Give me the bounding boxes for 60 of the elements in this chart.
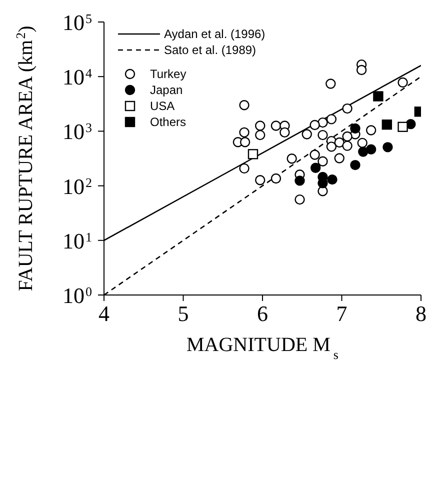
y-tick-label: 10$^{5}$ [62, 10, 92, 35]
legend-label: Sato et al. (1989) [164, 42, 256, 58]
point [366, 144, 376, 154]
point [366, 125, 376, 136]
point [302, 129, 312, 140]
point [326, 78, 336, 89]
point [239, 163, 250, 174]
x-tick-label: 7 [336, 301, 348, 326]
legend-label: Japan [150, 82, 183, 98]
point [398, 122, 408, 132]
point [373, 91, 384, 102]
point [248, 149, 258, 160]
point [382, 142, 393, 152]
point [294, 194, 305, 205]
point [334, 153, 344, 164]
point [255, 120, 266, 131]
point [350, 123, 360, 134]
x-tick-label: 6 [257, 301, 268, 326]
y-tick-label: 10$^{2}$ [62, 174, 92, 199]
point [350, 160, 360, 170]
point [280, 127, 290, 138]
point [286, 153, 297, 164]
point [310, 150, 320, 160]
point [318, 156, 328, 166]
point [342, 140, 352, 151]
point [255, 130, 266, 140]
x-tick-label: 8 [416, 301, 426, 326]
point [294, 176, 305, 186]
x-tick-label: 4 [98, 301, 110, 326]
point [239, 100, 250, 110]
point [342, 103, 352, 114]
point [318, 130, 328, 140]
legend-label: Others [150, 114, 186, 130]
point [240, 137, 250, 148]
point [326, 114, 337, 124]
x-tick-label: 5 [178, 301, 189, 326]
point [270, 173, 282, 184]
point [327, 174, 338, 185]
point [342, 131, 352, 142]
x-axis-title: MAGNITUDE M$_{s}$ [186, 334, 338, 362]
point [334, 137, 344, 148]
point [270, 120, 282, 131]
point [239, 127, 250, 138]
point [382, 120, 392, 130]
y-tick-label: 10$^{4}$ [62, 64, 92, 90]
y-tick-label: 10$^{1}$ [62, 228, 92, 254]
point [358, 146, 368, 157]
point [398, 77, 408, 88]
point [357, 138, 368, 148]
point [310, 162, 321, 173]
point [255, 175, 266, 186]
legend-label: USA [150, 98, 175, 114]
point [326, 142, 337, 152]
point [318, 117, 328, 128]
y-tick-label: 10$^{0}$ [62, 283, 92, 308]
y-tick-label: 10$^{3}$ [62, 119, 92, 144]
point [310, 120, 320, 130]
legend-label: Turkey [150, 66, 186, 82]
legend-label: Aydan et al. (1996) [164, 26, 266, 42]
point [356, 64, 367, 76]
